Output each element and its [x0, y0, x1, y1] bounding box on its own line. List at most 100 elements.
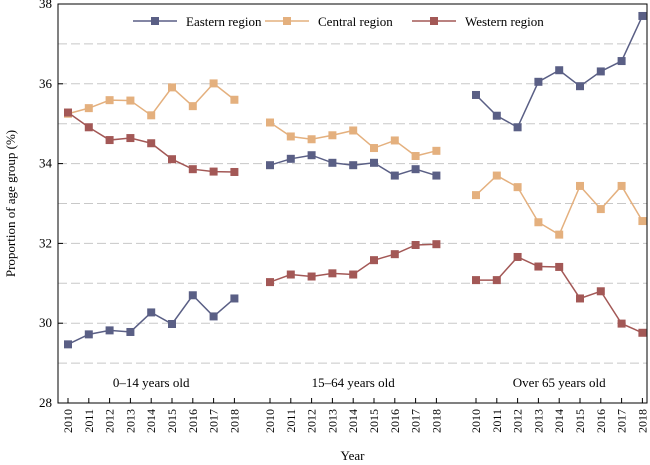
data-point: [266, 278, 274, 287]
x-tick-label: 2017: [615, 409, 629, 433]
legend-swatch-marker: [151, 17, 159, 25]
data-point: [432, 171, 441, 180]
data-point: [411, 240, 420, 249]
data-point: [534, 262, 543, 271]
data-point: [188, 165, 197, 174]
data-point: [266, 161, 274, 170]
data-point: [432, 146, 441, 155]
y-axis-label: Proportion of age group (%): [3, 130, 18, 277]
data-point: [576, 181, 584, 190]
data-point: [328, 131, 337, 140]
data-point: [105, 96, 114, 105]
data-point: [411, 152, 420, 161]
x-tick-label: 2018: [227, 409, 241, 433]
legend-swatch-marker: [283, 17, 291, 25]
data-point: [472, 276, 480, 285]
data-point: [472, 90, 480, 99]
data-point: [576, 294, 584, 303]
data-point: [266, 118, 274, 127]
legend: Eastern region Central region Western regi…: [133, 14, 544, 29]
x-tick-label: 2013: [123, 409, 137, 433]
data-point: [370, 144, 378, 153]
data-point: [390, 250, 399, 259]
data-point: [492, 171, 501, 180]
data-point: [370, 158, 378, 167]
data-point: [147, 111, 156, 120]
x-tick-label: 2018: [429, 409, 443, 433]
x-tick-label: 2017: [207, 409, 221, 433]
data-point: [126, 134, 135, 143]
legend-label: Western region: [465, 14, 544, 29]
data-point: [188, 291, 197, 300]
x-tick-label: 2016: [594, 409, 608, 433]
data-point: [349, 270, 358, 279]
data-point: [534, 218, 543, 227]
data-point: [596, 205, 605, 214]
data-point: [147, 308, 156, 317]
legend-swatch-marker: [430, 17, 438, 25]
x-tick-label: 2012: [511, 409, 525, 433]
y-tick-label: 28: [39, 395, 52, 410]
data-point: [105, 136, 114, 145]
x-tick-label: 2015: [367, 409, 381, 433]
data-point: [286, 270, 295, 279]
data-point: [390, 136, 399, 145]
data-point: [617, 181, 626, 190]
x-tick-label: 2011: [490, 409, 504, 433]
group-labels: 0–14 years old 15–64 years old Over 65 yea…: [113, 375, 606, 390]
data-point: [492, 111, 501, 120]
x-tick-label: 2011: [82, 409, 96, 433]
data-point: [230, 167, 239, 176]
data-point: [307, 272, 316, 281]
x-tick-label: 2015: [573, 409, 587, 433]
data-point: [286, 132, 295, 141]
data-point: [492, 276, 501, 285]
data-point: [390, 171, 399, 180]
data-point: [209, 79, 218, 88]
x-tick-label: 2013: [325, 409, 339, 433]
grid-lines: [58, 43, 647, 364]
plot-frame: [57, 3, 648, 404]
data-point: [472, 191, 480, 200]
data-point: [513, 123, 522, 132]
data-point: [638, 328, 647, 337]
data-point: [328, 158, 337, 167]
data-point: [349, 161, 358, 170]
data-point: [534, 77, 543, 86]
series-line: [475, 174, 644, 236]
y-tick-label: 34: [39, 156, 53, 171]
data-point: [209, 167, 218, 176]
x-tick-label: 2018: [635, 409, 649, 433]
series-line: [67, 82, 235, 117]
data-point: [617, 57, 626, 66]
data-point: [617, 319, 626, 328]
legend-label: Central region: [318, 14, 393, 29]
data-point: [513, 252, 522, 261]
data-point: [147, 139, 156, 148]
data-point: [286, 154, 295, 163]
x-tick-label: 2012: [103, 409, 117, 433]
x-tick-label: 2014: [346, 409, 360, 433]
data-point: [370, 256, 378, 265]
data-point: [188, 102, 197, 111]
series-line: [67, 294, 235, 346]
data-point: [555, 262, 564, 271]
x-axis: 2010 2011 2012 2013 2014 2015 2016 2017 2018 2010…: [61, 398, 649, 433]
data-point: [64, 340, 72, 349]
data-point: [328, 269, 337, 278]
data-point: [576, 82, 584, 91]
x-tick-label: 2013: [531, 409, 545, 433]
x-tick-label: 2014: [144, 409, 158, 433]
data-point: [126, 96, 135, 105]
data-point: [349, 126, 358, 135]
data-point: [64, 108, 72, 117]
x-tick-label: 2012: [305, 409, 319, 433]
group-label: Over 65 years old: [513, 375, 606, 390]
data-point: [555, 230, 564, 239]
data-point: [307, 151, 316, 160]
x-tick-label: 2016: [388, 409, 402, 433]
data-point: [168, 319, 176, 328]
data-point: [513, 183, 522, 192]
data-point: [638, 11, 647, 20]
